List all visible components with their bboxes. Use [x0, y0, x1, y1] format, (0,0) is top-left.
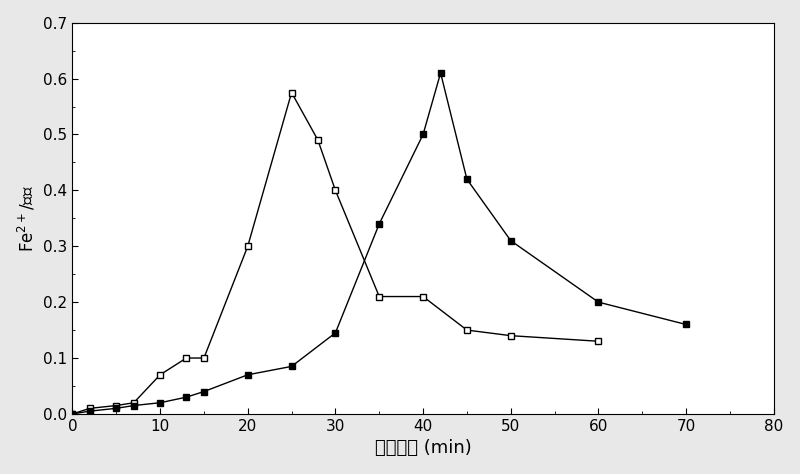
Y-axis label: $\mathregular{Fe^{2+}}$/总铁: $\mathregular{Fe^{2+}}$/总铁	[17, 185, 38, 252]
X-axis label: 反应时间 (min): 反应时间 (min)	[374, 439, 471, 457]
